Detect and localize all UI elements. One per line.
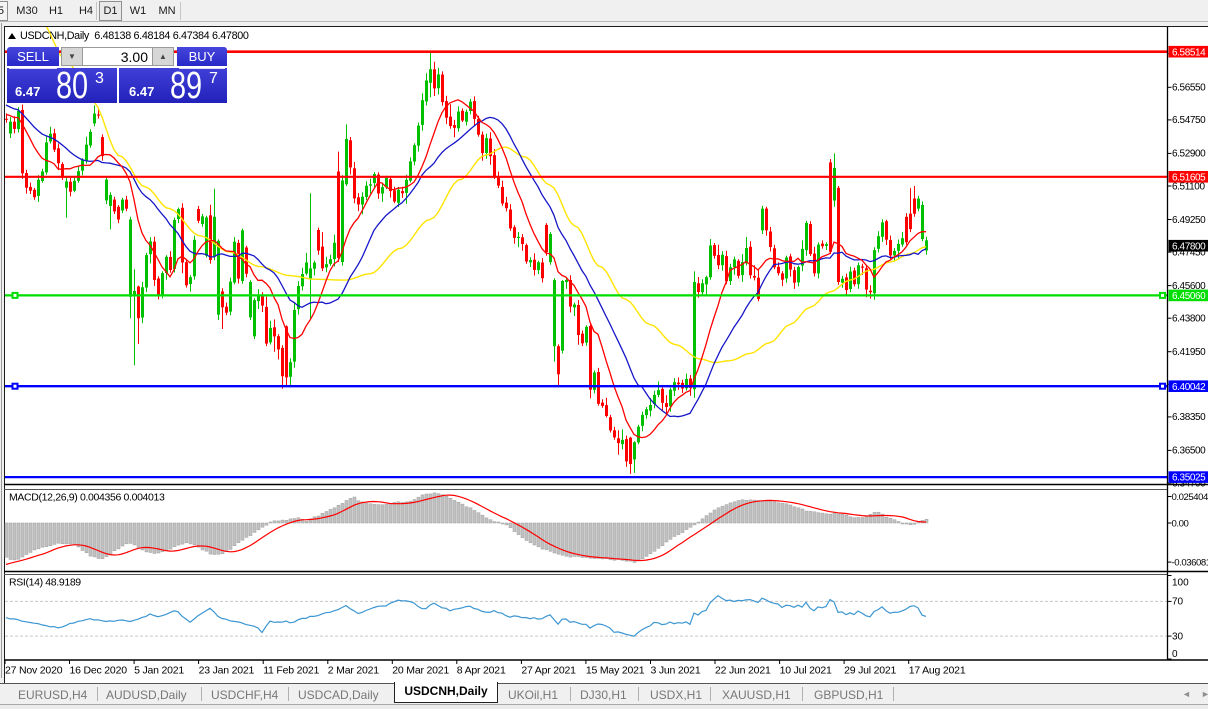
svg-text:30: 30	[1172, 631, 1184, 642]
svg-text:16 Dec 2020: 16 Dec 2020	[70, 665, 128, 677]
svg-text:6.54750: 6.54750	[1172, 115, 1206, 126]
svg-text:10 Jul 2021: 10 Jul 2021	[780, 665, 832, 677]
svg-text:20 Mar 2021: 20 Mar 2021	[392, 665, 449, 677]
svg-text:6.38350: 6.38350	[1172, 412, 1206, 423]
svg-text:6.40042: 6.40042	[1172, 382, 1206, 393]
svg-text:6.45600: 6.45600	[1172, 281, 1206, 292]
svg-text:23 Jan 2021: 23 Jan 2021	[199, 665, 255, 677]
svg-text:27 Apr 2021: 27 Apr 2021	[521, 665, 576, 677]
svg-text:0: 0	[1172, 649, 1178, 660]
svg-text:15 May 2021: 15 May 2021	[586, 665, 645, 677]
svg-text:8 Apr 2021: 8 Apr 2021	[457, 665, 506, 677]
svg-text:6.58514: 6.58514	[1172, 47, 1206, 58]
svg-text:MACD(12,26,9) 0.004356 0.00401: MACD(12,26,9) 0.004356 0.004013	[9, 492, 165, 504]
svg-text:6.51100: 6.51100	[1172, 181, 1205, 192]
svg-text:29 Jul 2021: 29 Jul 2021	[844, 665, 896, 677]
svg-text:27 Nov 2020: 27 Nov 2020	[5, 665, 63, 677]
svg-text:100: 100	[1172, 578, 1189, 589]
svg-text:6.41950: 6.41950	[1172, 347, 1206, 358]
svg-text:6.56550: 6.56550	[1172, 83, 1206, 94]
svg-text:6.52900: 6.52900	[1172, 149, 1206, 160]
svg-text:70: 70	[1172, 597, 1184, 608]
svg-text:3 Jun 2021: 3 Jun 2021	[651, 665, 701, 677]
svg-text:6.34700: 6.34700	[1172, 478, 1206, 489]
svg-text:0.025404: 0.025404	[1172, 492, 1208, 503]
svg-text:5 Jan 2021: 5 Jan 2021	[134, 665, 184, 677]
svg-text:6.47800: 6.47800	[1172, 241, 1206, 252]
svg-text:6.45060: 6.45060	[1172, 291, 1206, 302]
svg-text:6.49250: 6.49250	[1172, 215, 1206, 226]
svg-text:RSI(14) 48.9189: RSI(14) 48.9189	[9, 577, 81, 589]
svg-text:6.47450: 6.47450	[1172, 247, 1206, 258]
svg-text:6.36500: 6.36500	[1172, 446, 1206, 457]
svg-text:6.51605: 6.51605	[1172, 172, 1206, 183]
svg-text:-0.036081: -0.036081	[1172, 557, 1208, 568]
svg-text:2 Mar 2021: 2 Mar 2021	[328, 665, 379, 677]
svg-text:6.35025: 6.35025	[1172, 473, 1206, 484]
svg-text:17 Aug 2021: 17 Aug 2021	[909, 665, 966, 677]
svg-text:22 Jun 2021: 22 Jun 2021	[715, 665, 771, 677]
svg-text:11 Feb 2021: 11 Feb 2021	[263, 665, 319, 677]
svg-text:0.00: 0.00	[1172, 518, 1189, 529]
svg-text:6.43800: 6.43800	[1172, 314, 1206, 325]
